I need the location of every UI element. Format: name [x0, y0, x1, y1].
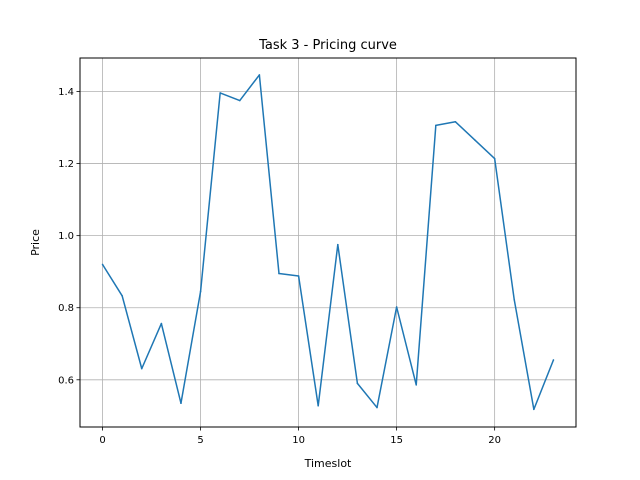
data-point: [258, 74, 261, 76]
ticks: 0 5 10 15 20 0.6 0.8 1.0 1.2 1.4: [58, 87, 501, 446]
y-tick-label: 0.6: [58, 375, 74, 386]
data-point: [415, 384, 418, 386]
data-point: [278, 272, 280, 275]
data-point: [160, 322, 163, 325]
data-point: [317, 404, 319, 407]
data-point: [395, 306, 398, 308]
series-line-0: [101, 74, 555, 411]
data-point: [552, 359, 555, 361]
x-tick-label: 0: [99, 435, 105, 446]
data-point: [356, 382, 359, 385]
data-point: [493, 157, 496, 160]
data-point: [219, 92, 221, 94]
data-point: [337, 243, 339, 246]
data-point: [297, 275, 300, 277]
data-point: [199, 290, 202, 293]
data-point: [474, 139, 476, 141]
x-tick-label: 5: [197, 435, 203, 446]
x-tick-label: 10: [292, 435, 305, 446]
data-point: [533, 408, 535, 411]
y-axis-label: Price: [29, 229, 42, 256]
y-tick-label: 0.8: [58, 303, 74, 314]
data-point: [238, 99, 241, 102]
data-point: [376, 406, 378, 409]
plot-frame: [79, 57, 577, 428]
data-point: [454, 120, 457, 123]
data-point: [513, 298, 516, 301]
data-point: [121, 295, 123, 297]
chart-title: Task 3 - Pricing curve: [258, 38, 397, 53]
x-axis-label: Timeslot: [304, 457, 352, 470]
x-tick-label: 20: [488, 435, 501, 446]
data-point: [180, 402, 182, 405]
x-tick-label: 15: [390, 435, 403, 446]
y-tick-label: 1.0: [58, 231, 74, 242]
data-point: [101, 263, 104, 266]
y-tick-label: 1.4: [58, 87, 74, 98]
data-point: [435, 124, 437, 127]
y-tick-label: 1.2: [58, 159, 74, 170]
series-layer: [101, 74, 555, 411]
data-point: [140, 367, 143, 370]
grid: [80, 58, 576, 427]
